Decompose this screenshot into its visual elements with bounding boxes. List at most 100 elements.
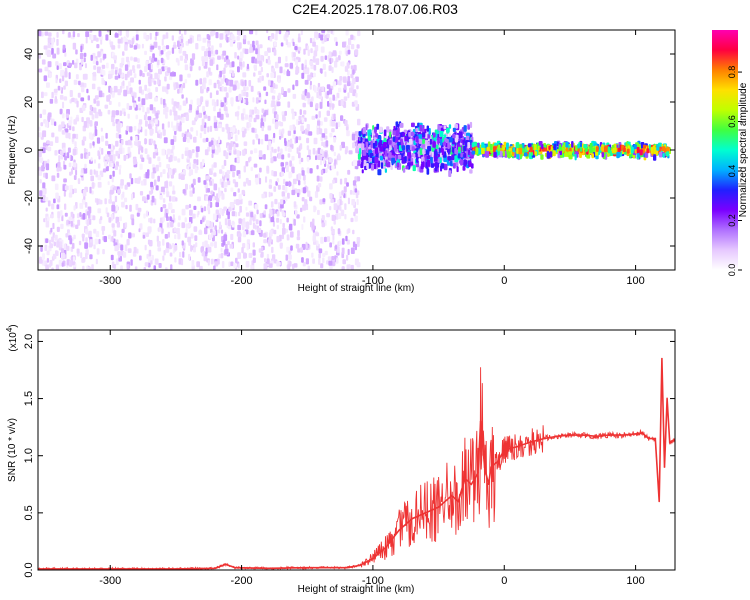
heatmap-cell (350, 247, 355, 254)
heatmap-cell (69, 90, 73, 97)
heatmap-cell (291, 155, 295, 161)
heatmap-cell (114, 165, 118, 170)
heatmap-cell (285, 254, 288, 261)
heatmap-cell (203, 206, 207, 212)
heatmap-cell (252, 97, 255, 103)
heatmap-cell (269, 209, 273, 216)
heatmap-cell (223, 159, 227, 166)
heatmap-cell (329, 242, 332, 248)
heatmap-cell (104, 198, 107, 205)
heatmap-cell (72, 162, 77, 168)
heatmap-cell (437, 124, 440, 131)
heatmap-cell (376, 123, 380, 130)
heatmap-cell (329, 97, 332, 104)
heatmap-cell (171, 98, 174, 105)
heatmap-cell (189, 104, 193, 111)
heatmap-cell (418, 142, 421, 149)
heatmap-cell (170, 72, 174, 77)
heatmap-cell (55, 136, 59, 143)
heatmap-cell (89, 120, 93, 127)
heatmap-cell (515, 142, 520, 149)
heatmap-cell (229, 39, 234, 47)
heatmap-cell (98, 146, 102, 152)
heatmap-cell (285, 55, 288, 62)
heatmap-cell (64, 52, 67, 57)
heatmap-cell (284, 186, 288, 193)
heatmap-cell (329, 206, 332, 211)
heatmap-cell (248, 157, 251, 163)
heatmap-cell (216, 90, 219, 95)
heatmap-cell (105, 165, 109, 172)
heatmap-cell (86, 88, 89, 94)
heatmap-cell (253, 148, 258, 154)
heatmap-cell (302, 174, 306, 181)
heatmap-cell (106, 62, 109, 69)
heatmap-cell (279, 122, 284, 127)
heatmap-cell (84, 163, 87, 169)
heatmap-cell (81, 139, 85, 146)
heatmap-cell (153, 107, 156, 112)
heatmap-cell (61, 262, 64, 267)
snr-y-axis-label: SNR (10 * v/v) (7, 418, 18, 482)
snr-y-tick-label: 1.5 (23, 391, 35, 406)
heatmap-cell (273, 49, 277, 56)
heatmap-cell (193, 205, 197, 210)
heatmap-cell (245, 222, 250, 229)
heatmap-cell (86, 219, 89, 227)
heatmap-cell (231, 165, 236, 172)
heatmap-cell (206, 87, 210, 92)
heatmap-cell (152, 53, 155, 60)
heatmap-cell (133, 92, 137, 98)
heatmap-cell (291, 112, 295, 120)
heatmap-cell (233, 85, 237, 91)
heatmap-cell (463, 125, 467, 132)
snr-data-point (267, 567, 269, 570)
heatmap-cell (319, 176, 323, 182)
heatmap-cell (341, 266, 345, 270)
heatmap-cell (72, 42, 77, 50)
heatmap-cell (82, 136, 87, 142)
heatmap-cell (228, 86, 232, 93)
heatmap-cell (280, 171, 285, 177)
heatmap-cell (337, 213, 342, 219)
heatmap-cell (280, 162, 284, 167)
heatmap-cell (161, 123, 165, 130)
heatmap-cell (145, 93, 149, 100)
heatmap-cell (283, 178, 286, 185)
heatmap-cell (281, 212, 286, 217)
snr-data-point (464, 477, 466, 480)
heatmap-cell (45, 264, 49, 270)
heatmap-cell (45, 238, 49, 243)
heatmap-cell (243, 141, 248, 146)
heatmap-cell (217, 124, 222, 129)
heatmap-cell (92, 71, 97, 77)
heatmap-cell (59, 94, 64, 100)
heatmap-cell (239, 205, 242, 213)
heatmap-cell (317, 154, 322, 160)
heatmap-cell (72, 60, 75, 65)
heatmap-cell (357, 118, 361, 126)
heatmap-cell (248, 252, 253, 258)
heatmap-cell (394, 135, 399, 143)
heatmap-cell (124, 64, 129, 71)
heatmap-cell (162, 216, 165, 222)
heatmap-cell (160, 97, 163, 105)
heatmap-cell (151, 254, 154, 261)
heatmap-cell (68, 162, 72, 168)
heatmap-cell (508, 147, 512, 152)
heatmap-cell (464, 130, 467, 136)
heatmap-cell (215, 209, 219, 215)
heatmap-cell (166, 90, 169, 95)
heatmap-cell (350, 34, 354, 40)
heatmap-cell (324, 71, 327, 77)
heatmap-cell (205, 247, 208, 254)
heatmap-cell (51, 132, 55, 138)
heatmap-cell (237, 188, 240, 193)
heatmap-cell (68, 120, 72, 126)
heatmap-cell (72, 133, 76, 139)
heatmap-cell (56, 38, 59, 46)
heatmap-cell (56, 204, 60, 210)
heatmap-cell (277, 78, 281, 84)
heatmap-cell (330, 198, 334, 203)
heatmap-cell (81, 86, 85, 93)
